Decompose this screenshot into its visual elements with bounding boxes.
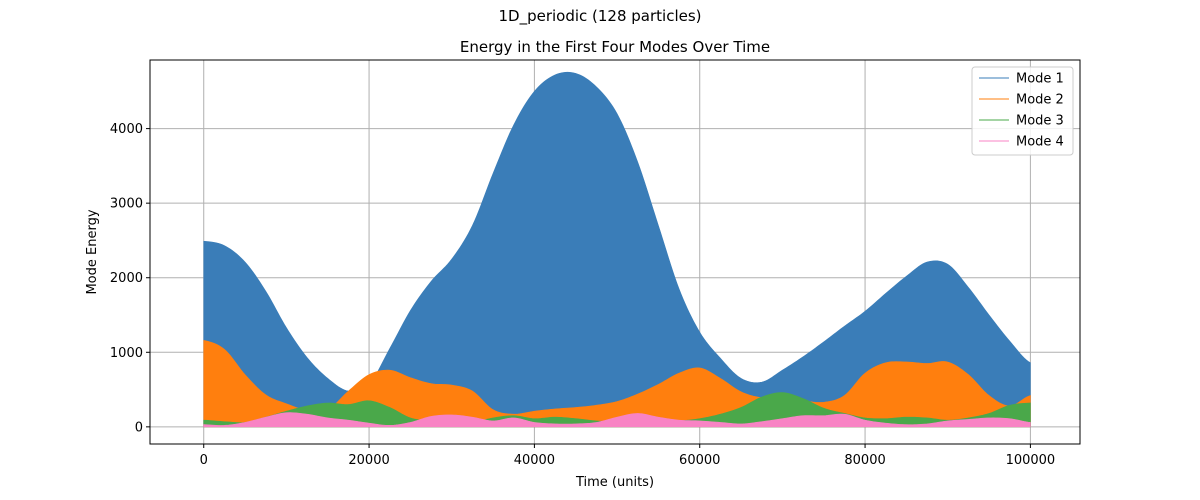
x-tick-label: 60000 [679, 453, 720, 468]
x-tick-label: 80000 [844, 453, 885, 468]
legend: Mode 1 Mode 2 Mode 3 Mode 4 [971, 66, 1074, 156]
y-tick-label: 1000 [110, 346, 143, 361]
legend-label-mode-3: Mode 3 [1016, 114, 1064, 129]
y-tick-label: 4000 [110, 122, 143, 137]
x-tick-label: 20000 [348, 453, 389, 468]
chart-title: Energy in the First Four Modes Over Time [460, 38, 770, 56]
series-area-mode-1 [203, 71, 1031, 428]
x-tick-label: 100000 [1006, 453, 1056, 468]
series-area-mode-2 [203, 339, 1031, 428]
y-tick-label: 3000 [110, 197, 143, 212]
legend-label-mode-1: Mode 1 [1016, 72, 1064, 87]
plot-frame [149, 59, 1081, 445]
axis-ticks: 0 20000 40000 60000 80000 100000 0 1000 2000 3000… [110, 122, 1055, 468]
y-tick-label: 0 [135, 420, 143, 435]
x-tick-label: 0 [200, 453, 208, 468]
figure-suptitle: 1D_periodic (128 particles) [498, 7, 702, 25]
series-areas [203, 71, 1031, 428]
legend-label-mode-4: Mode 4 [1016, 135, 1064, 150]
x-tick-label: 40000 [514, 453, 555, 468]
x-axis-title: Time (units) [575, 475, 654, 490]
y-axis-title: Mode Energy [85, 209, 100, 294]
legend-box [971, 66, 1074, 156]
series-area-mode-4 [203, 412, 1031, 428]
y-tick-label: 2000 [110, 271, 143, 286]
legend-label-mode-2: Mode 2 [1016, 93, 1064, 108]
